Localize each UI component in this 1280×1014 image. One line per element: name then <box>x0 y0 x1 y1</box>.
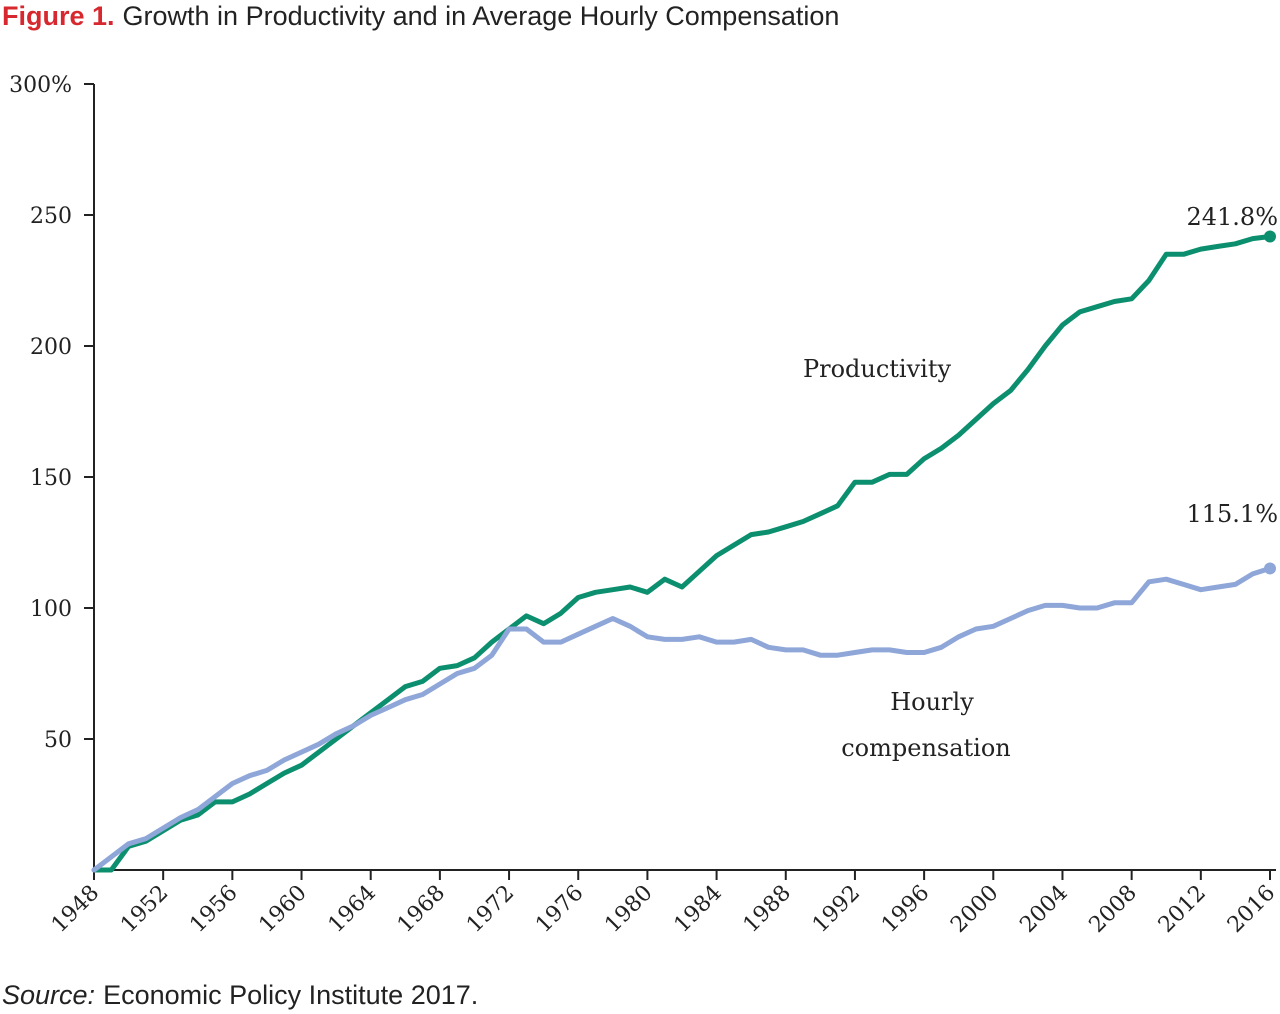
y-tick-label: 300% <box>9 73 72 98</box>
y-tick-label: 200 <box>30 335 72 360</box>
annotations: Productivity Hourly compensation 241.8% … <box>803 203 1278 762</box>
x-tick-label: 2016 <box>1223 881 1280 938</box>
x-tick-label: 1964 <box>324 881 381 938</box>
x-tick-label: 1984 <box>670 881 727 938</box>
x-tick-label: 1980 <box>600 881 657 938</box>
productivity-series-label: Productivity <box>803 355 952 383</box>
x-tick-label: 1976 <box>531 881 588 938</box>
compensation-series-label-line1: Hourly <box>890 688 974 716</box>
y-tick-labels: 50 100 150 200 250 300% <box>9 73 72 753</box>
source-note: Source: Economic Policy Institute 2017. <box>2 978 478 1012</box>
series-line-1 <box>91 565 1273 873</box>
x-tick-label: 1948 <box>47 881 104 938</box>
y-tick-label: 250 <box>30 204 72 229</box>
series-end-point-0 <box>1264 230 1276 243</box>
chart-axes <box>84 83 1276 880</box>
x-tick-label: 1960 <box>254 881 311 938</box>
x-tick-label: 1992 <box>808 881 865 938</box>
y-tick-label: 50 <box>44 728 72 753</box>
x-tick-label: 1996 <box>877 881 934 938</box>
y-tick-label: 100 <box>30 597 72 622</box>
x-tick-label: 2012 <box>1154 881 1211 938</box>
series-end-point-1 <box>1264 562 1276 575</box>
source-label: Source: <box>2 980 96 1010</box>
figure-title-text: Growth in Productivity and in Average Ho… <box>122 1 840 31</box>
figure-number: Figure 1. <box>2 1 115 31</box>
series-line-0 <box>91 234 1273 873</box>
compensation-end-label: 115.1% <box>1186 500 1278 528</box>
x-tick-label: 2008 <box>1085 881 1142 938</box>
productivity-end-label: 241.8% <box>1186 203 1278 231</box>
x-tick-label: 1952 <box>116 881 173 938</box>
x-tick-label: 1988 <box>739 881 796 938</box>
x-tick-label: 1956 <box>185 881 242 938</box>
x-tick-labels: 1948 1952 1956 1960 1964 1968 1972 1976 1980 1984… <box>47 881 1280 938</box>
x-tick-label: 1968 <box>393 881 450 938</box>
series-lines <box>91 230 1276 873</box>
x-tick-label: 2000 <box>946 881 1003 938</box>
source-text: Economic Policy Institute 2017. <box>103 980 479 1010</box>
compensation-series-label-line2: compensation <box>841 734 1011 762</box>
x-tick-label: 1972 <box>462 881 519 938</box>
figure-title: Figure 1. Growth in Productivity and in A… <box>2 0 839 32</box>
y-tick-label: 150 <box>30 466 72 491</box>
x-tick-label: 2004 <box>1015 881 1072 938</box>
